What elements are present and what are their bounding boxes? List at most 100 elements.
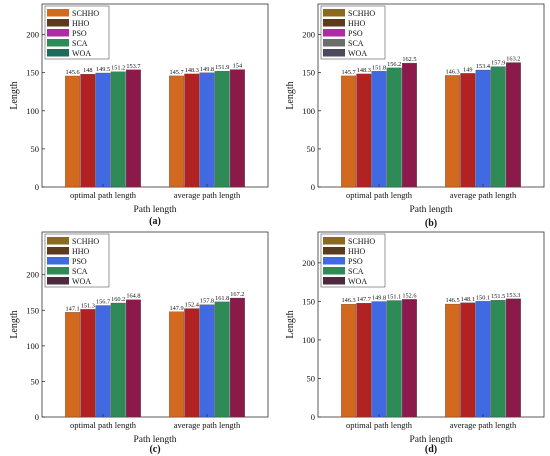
bar-schho (169, 75, 185, 188)
legend-label: SCA (348, 267, 364, 276)
x-tick-label: average path length (174, 420, 241, 430)
legend-label: WOA (72, 277, 91, 286)
plot-frame (317, 231, 545, 418)
legend-label: HHO (348, 247, 366, 256)
bar-sca (110, 71, 126, 188)
y-tick-label: 200 (302, 30, 315, 40)
bar-value-label: 156.2 (387, 61, 401, 68)
legend-label: SCHHO (348, 9, 375, 18)
plot-frame (317, 3, 545, 188)
legend-label: WOA (348, 277, 367, 286)
bar-value-label: 151.9 (215, 64, 229, 71)
y-tick-label: 50 (31, 376, 40, 386)
bar-value-label: 145.7 (169, 69, 183, 76)
bar-sca (490, 66, 506, 188)
bar-value-label: 151.3 (81, 302, 95, 309)
bar-pso (371, 301, 387, 418)
bar-woa (401, 62, 417, 188)
bar-value-label: 157.9 (491, 60, 505, 67)
legend-swatch-woa (47, 277, 69, 285)
bar-value-label: 164.8 (126, 293, 140, 300)
bar-schho (65, 75, 81, 188)
bar-sca (214, 71, 230, 188)
bar-pso (371, 71, 387, 188)
bar-value-label: 149.5 (96, 66, 110, 73)
bar-hho (184, 73, 200, 188)
bar-schho (445, 303, 461, 418)
bar-pso (199, 72, 215, 188)
bar-woa (125, 69, 141, 188)
x-tick-label: optimal path length (346, 190, 413, 200)
y-tick-label: 0 (311, 182, 315, 192)
bar-value-label: 161.8 (215, 295, 229, 302)
bar-woa (229, 297, 245, 418)
legend-swatch-woa (47, 49, 69, 57)
legend-swatch-hho (323, 19, 345, 27)
x-tick-label: optimal path length (70, 420, 137, 430)
legend-swatch-sca (47, 267, 69, 275)
y-tick-label: 200 (26, 30, 39, 40)
bar-pso (475, 69, 491, 188)
legend-swatch-sca (323, 39, 345, 47)
x-tick-label: average path length (450, 190, 517, 200)
y-tick-label: 150 (26, 305, 39, 315)
panel-caption: (a) (149, 216, 161, 227)
bar-value-label: 153.4 (476, 63, 491, 70)
x-tick-label: optimal path length (346, 420, 413, 430)
y-tick-label: 100 (302, 106, 315, 116)
bar-value-label: 163.2 (506, 56, 520, 63)
y-tick-label: 150 (26, 68, 39, 78)
bar-hho (356, 73, 372, 188)
legend-swatch-schho (47, 9, 69, 17)
x-axis-label: Path length (133, 205, 176, 215)
legend-swatch-schho (47, 237, 69, 245)
bar-sca (386, 300, 402, 418)
legend-label: SCA (72, 39, 88, 48)
y-tick-label: 100 (26, 106, 39, 116)
legend-swatch-sca (47, 39, 69, 47)
legend-label: PSO (348, 257, 363, 266)
bar-value-label: 152.4 (185, 302, 200, 309)
legend-label: PSO (348, 29, 363, 38)
y-tick-label: 0 (35, 412, 39, 422)
x-axis-label: Path length (409, 205, 452, 215)
bar-schho (445, 75, 461, 188)
bar-hho (460, 302, 476, 418)
x-tick-label: average path length (450, 420, 517, 430)
bar-value-label: 151.2 (111, 65, 125, 72)
bar-value-label: 149.8 (200, 66, 214, 73)
bar-value-label: 146.3 (445, 68, 459, 75)
bar-pso (95, 305, 111, 418)
bar-value-label: 151.5 (491, 293, 505, 300)
y-tick-label: 100 (26, 341, 39, 351)
legend-label: HHO (72, 19, 90, 28)
bar-woa (505, 298, 521, 418)
bar-value-label: 160.2 (111, 296, 125, 303)
plot-frame (41, 3, 269, 188)
y-axis-label: Length (9, 310, 20, 338)
x-axis-label: Path length (133, 435, 176, 445)
bar-value-label: 162.5 (402, 56, 416, 63)
bar-value-label: 167.2 (230, 291, 244, 298)
y-tick-label: 200 (302, 258, 315, 268)
bar-value-label: 145.6 (66, 69, 80, 76)
bar-sca (490, 300, 506, 418)
bar-hho (184, 308, 200, 418)
bar-value-label: 148.3 (185, 67, 199, 74)
y-tick-label: 150 (302, 296, 315, 306)
y-tick-label: 150 (302, 68, 315, 78)
bar-hho (80, 309, 96, 418)
bar-pso (95, 72, 111, 188)
bar-value-label: 147.7 (357, 296, 371, 303)
x-tick-label: average path length (174, 190, 241, 200)
legend-label: SCHHO (72, 9, 99, 18)
bar-value-label: 157.8 (200, 298, 214, 305)
y-axis-label: Length (285, 81, 296, 109)
chart-panel-a: 0 50 100 150 200 Length 145.6 148 149.5 151.2 153.… (9, 3, 269, 227)
x-axis-label: Path length (409, 435, 452, 445)
